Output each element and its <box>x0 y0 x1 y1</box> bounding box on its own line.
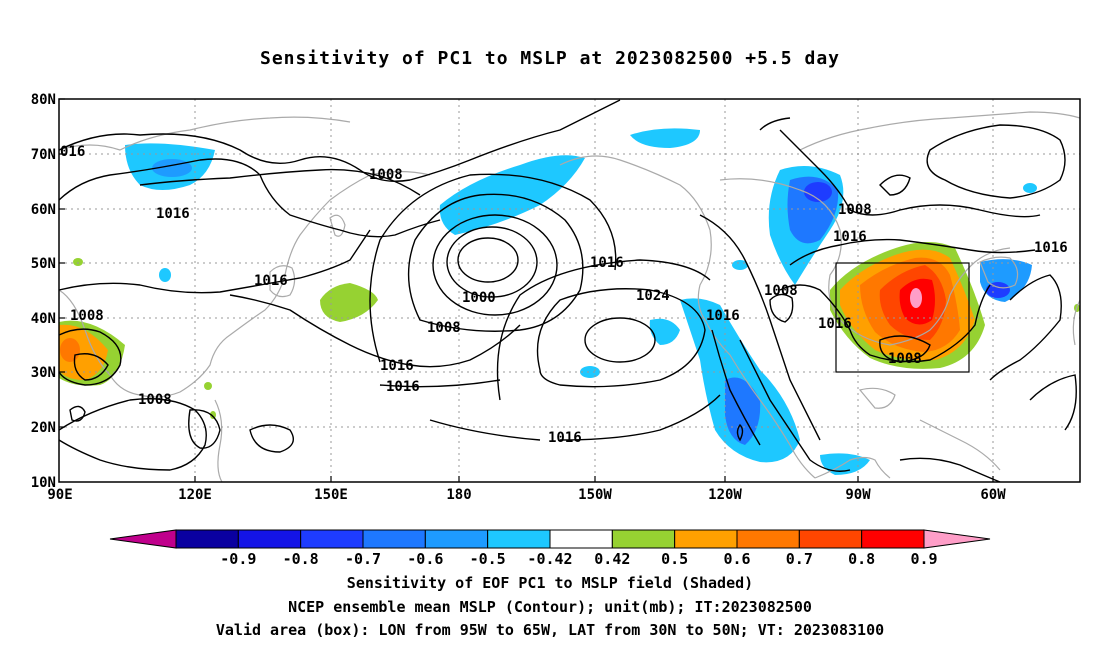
colorbar-tick-label: 0.8 <box>848 550 875 568</box>
colorbar-tick-label: 0.6 <box>723 550 750 568</box>
contour-label: 1008 <box>369 167 403 183</box>
colorbar-segment <box>237 529 302 549</box>
colorbar-tick-label: -0.5 <box>470 550 506 568</box>
shaded-sensitivity <box>59 128 1080 475</box>
lon-label: 120W <box>708 487 742 503</box>
colorbar-tick-label: 0.5 <box>661 550 688 568</box>
caption-line-2: NCEP ensemble mean MSLP (Contour); unit(… <box>288 598 812 616</box>
shade-green-small2 <box>204 382 212 390</box>
lat-label: 30N <box>31 365 56 381</box>
contour-label: 1016 <box>1034 240 1068 256</box>
shade-blue-small1 <box>159 268 171 282</box>
colorbar-tick-label: -0.7 <box>345 550 381 568</box>
shade-blue-newfoundland-core <box>986 282 1010 298</box>
contour-label: 1008 <box>838 202 872 218</box>
contour-label: 1016 <box>706 308 740 324</box>
grid <box>59 99 1080 482</box>
shade-blue-small4 <box>1023 183 1037 193</box>
contour-label: 016 <box>60 144 85 160</box>
colorbar-segment <box>362 529 426 549</box>
lat-label: 80N <box>31 92 56 108</box>
contour-label: 1016 <box>548 430 582 446</box>
colorbar-segment <box>424 529 489 549</box>
lat-label: 70N <box>31 147 56 163</box>
mslp-contours <box>58 99 1077 483</box>
colorbar-tick-label: -0.9 <box>220 550 256 568</box>
shade-green-pacific <box>320 283 378 322</box>
colorbar-tick-label: -0.42 <box>527 550 572 568</box>
colorbar-segment <box>300 529 364 549</box>
shade-red-india <box>60 338 80 362</box>
lon-label: 150W <box>578 487 612 503</box>
lat-label: 20N <box>31 420 56 436</box>
lon-label: 120E <box>178 487 212 503</box>
contour-label: 1016 <box>254 273 288 289</box>
lon-label: 180 <box>446 487 471 503</box>
contour-label: 1016 <box>380 358 414 374</box>
shade-blue-eastpac <box>649 318 680 345</box>
contour-label: 1000 <box>462 290 496 306</box>
contour-label: 1024 <box>636 288 670 304</box>
colorbar-tick-label: -0.6 <box>407 550 443 568</box>
longitude-labels: 90E 120E 150E 180 150W 120W 90W 60W <box>47 487 1006 503</box>
axis-ticks <box>59 98 994 482</box>
contour-label: 1008 <box>138 392 172 408</box>
colorbar-segment <box>674 529 738 549</box>
contour-label: 1008 <box>764 283 798 299</box>
lon-label: 90W <box>845 487 871 503</box>
contour-label: 1016 <box>818 316 852 332</box>
colorbar-tick-label: 0.9 <box>910 550 937 568</box>
colorbar-segment <box>798 529 863 549</box>
contour-label: 1016 <box>590 255 624 271</box>
contour-label: 1016 <box>833 229 867 245</box>
colorbar-tick-label: -0.8 <box>283 550 319 568</box>
colorbar-tick-label: 0.42 <box>594 550 630 568</box>
caption-line-1: Sensitivity of EOF PC1 to MSLP field (Sh… <box>346 574 754 592</box>
shade-green-small1 <box>73 258 83 266</box>
plot-frame <box>58 98 1081 483</box>
colorbar-segment <box>175 529 239 549</box>
colorbar: -0.9 -0.8 -0.7 -0.6 -0.5 -0.42 0.42 0.5 0.6 0.7 0.… <box>109 529 991 568</box>
plot-title: Sensitivity of PC1 to MSLP at 2023082500… <box>259 48 840 69</box>
contour-label: 1008 <box>888 351 922 367</box>
colorbar-segment <box>487 529 551 549</box>
colorbar-segment <box>736 529 800 549</box>
lat-label: 40N <box>31 311 56 327</box>
latitude-labels: 80N 70N 60N 50N 40N 30N 20N 10N <box>31 92 56 491</box>
contour-label: 1008 <box>70 308 104 324</box>
lon-label: 60W <box>980 487 1006 503</box>
colorbar-segment <box>611 529 676 549</box>
contour-label: 1016 <box>386 379 420 395</box>
shade-blue-westcoast-mid <box>725 377 761 445</box>
colorbar-tick-label: 0.7 <box>786 550 813 568</box>
shade-blue-aleutian <box>630 128 700 148</box>
shade-blue-hudson-core <box>804 182 832 202</box>
caption-line-3: Valid area (box): LON from 95W to 65W, L… <box>215 621 885 639</box>
colorbar-segment <box>861 529 925 549</box>
valid-area-box <box>835 262 970 373</box>
contour-label-group: 016 1016 1008 1016 1000 1008 1016 1016 1… <box>60 144 1068 446</box>
colorbar-high-arrow <box>923 529 991 549</box>
colorbar-low-arrow <box>109 529 177 549</box>
lat-label: 60N <box>31 202 56 218</box>
colorbar-segment <box>549 529 613 549</box>
contour-label: 1016 <box>156 206 190 222</box>
shade-pink-eastus <box>910 288 922 308</box>
lon-label: 150E <box>314 487 348 503</box>
lat-label: 50N <box>31 256 56 272</box>
lat-label: 10N <box>31 475 56 491</box>
lon-label: 90E <box>47 487 72 503</box>
contour-label: 1008 <box>427 320 461 336</box>
